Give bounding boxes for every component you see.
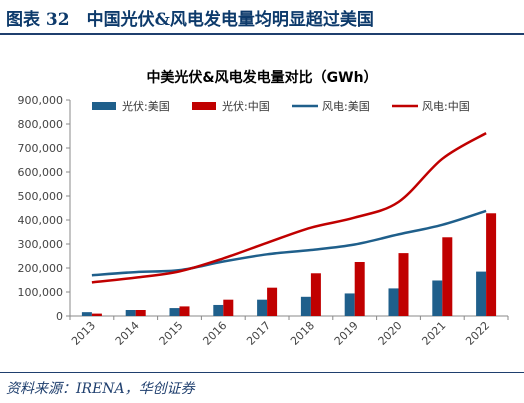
x-tick-label: 2016 xyxy=(200,319,229,348)
bar xyxy=(257,299,268,316)
bar xyxy=(213,304,224,316)
chart-title: 中美光伏&风电发电量对比（GWh） xyxy=(146,69,377,86)
y-tick-label: 100,000 xyxy=(18,286,64,299)
chart-legend: 光伏:美国 光伏:中国 风电:美国 风电:中国 xyxy=(92,99,470,113)
bar xyxy=(179,306,190,316)
legend-swatch xyxy=(92,102,116,110)
x-tick-label: 2021 xyxy=(419,319,448,348)
x-tick-label: 2015 xyxy=(157,319,186,348)
bar xyxy=(388,288,399,316)
y-tick-label: 600,000 xyxy=(18,166,64,179)
bar xyxy=(310,273,321,316)
figure-title: 图表 32 中国光伏&风电发电量均明显超过美国 xyxy=(6,10,374,30)
y-tick-label: 700,000 xyxy=(18,142,64,155)
figure-header: 图表 32 中国光伏&风电发电量均明显超过美国 xyxy=(0,0,524,36)
y-tick-label: 300,000 xyxy=(18,238,64,251)
x-axis: 2013 2014 2015 2016 2017 2018 2019 2020 2021 2022 xyxy=(69,315,509,348)
y-tick-label: 0 xyxy=(56,310,63,323)
bar xyxy=(223,299,234,316)
bar-series xyxy=(81,213,497,316)
bar xyxy=(91,313,102,316)
series-line xyxy=(91,209,487,277)
bar xyxy=(135,310,146,316)
generation-chart: 中美光伏&风电发电量对比（GWh） 光伏:美国 光伏:中国 风电:美国 风电:中国 0… xyxy=(18,69,509,348)
x-tick-label: 2019 xyxy=(332,319,361,348)
header-rule xyxy=(0,33,524,35)
y-axis: 0 100,000 200,000 300,000 400,000 500,000 600,… xyxy=(18,94,71,323)
figure-footer: 资料来源：IRENA，华创证券 xyxy=(0,370,524,403)
legend-label: 风电:中国 xyxy=(422,100,470,113)
bar xyxy=(432,280,443,316)
source-note: 资料来源：IRENA，华创证券 xyxy=(6,381,195,397)
bar xyxy=(125,310,136,316)
x-tick-label: 2018 xyxy=(288,319,317,348)
x-tick-label: 2020 xyxy=(376,319,405,348)
chart-area: 中美光伏&风电发电量对比（GWh） 光伏:美国 光伏:中国 风电:美国 风电:中国 0… xyxy=(0,36,524,370)
x-tick-label: 2017 xyxy=(244,319,273,348)
line-series xyxy=(91,132,487,284)
bar xyxy=(354,262,365,316)
bar xyxy=(169,308,180,316)
bar xyxy=(398,253,409,316)
bar xyxy=(344,293,355,316)
x-tick-label: 2014 xyxy=(113,319,142,348)
y-tick-label: 200,000 xyxy=(18,262,64,275)
y-tick-label: 800,000 xyxy=(18,118,64,131)
y-tick-label: 500,000 xyxy=(18,190,64,203)
footer-rule xyxy=(0,372,524,373)
bar xyxy=(267,287,278,316)
legend-label: 风电:美国 xyxy=(322,100,370,113)
legend-swatch xyxy=(192,102,216,110)
bar xyxy=(442,237,453,316)
x-tick-label: 2013 xyxy=(69,319,98,348)
bar xyxy=(300,296,311,316)
legend-label: 光伏:中国 xyxy=(222,99,270,113)
y-tick-label: 900,000 xyxy=(18,94,64,107)
bar xyxy=(81,312,92,316)
series-line xyxy=(91,132,487,284)
bar xyxy=(476,271,487,316)
x-tick-label: 2022 xyxy=(463,319,492,348)
bar xyxy=(486,213,497,316)
y-tick-label: 400,000 xyxy=(18,214,64,227)
legend-label: 光伏:美国 xyxy=(122,99,170,113)
